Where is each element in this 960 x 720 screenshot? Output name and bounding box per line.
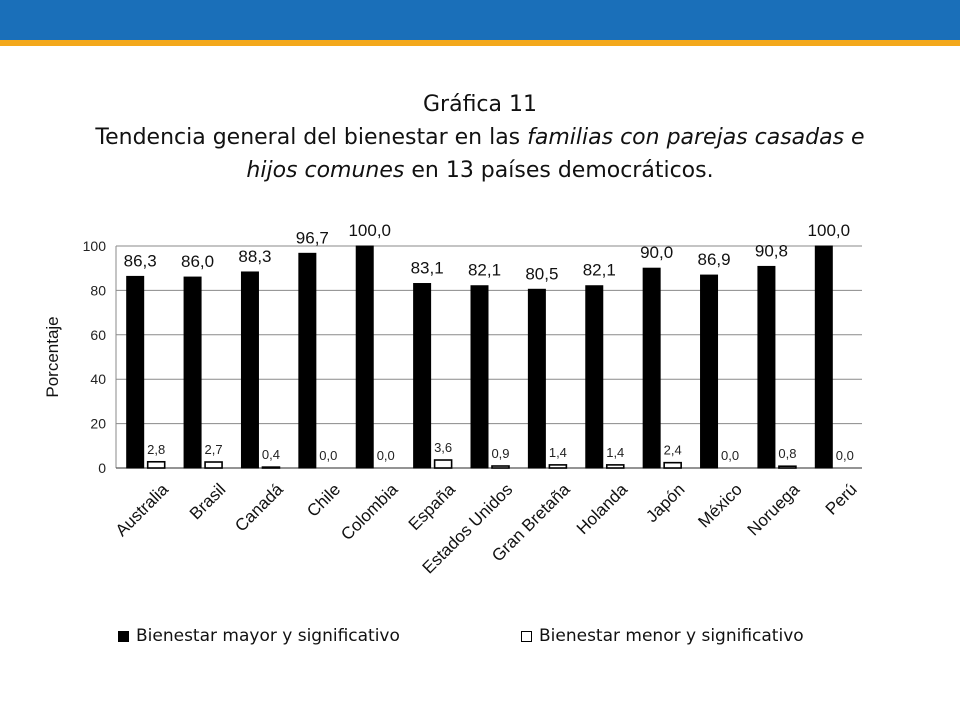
data-label-menor: 2,7 <box>205 442 223 457</box>
y-tick-label: 0 <box>98 460 106 476</box>
legend-label-major: Bienestar mayor y significativo <box>136 626 400 646</box>
bar-menor <box>778 465 797 469</box>
y-tick-label: 80 <box>90 282 106 298</box>
data-label-menor: 0,8 <box>778 446 796 461</box>
data-label-mayor: 90,8 <box>755 241 788 260</box>
x-category-label: Holanda <box>573 479 632 538</box>
data-label-mayor: 80,5 <box>525 264 558 283</box>
bar-mayor <box>470 285 489 469</box>
data-label-mayor: 100,0 <box>348 221 391 240</box>
legend-label-minor: Bienestar menor y significativo <box>539 626 804 646</box>
bar-mayor <box>355 245 374 469</box>
x-category-label: Brasil <box>186 480 229 523</box>
data-label-mayor: 88,3 <box>238 247 271 266</box>
data-label-menor: 0,0 <box>721 448 739 463</box>
data-label-mayor: 100,0 <box>808 221 851 240</box>
bar-mayor <box>757 265 776 469</box>
y-tick-label: 40 <box>90 371 106 387</box>
chart-subtitle-part: familias con parejas casadas e hijos com… <box>246 125 865 183</box>
bar-menor <box>605 464 625 469</box>
x-category-label: Canadá <box>231 480 287 536</box>
bar-mayor <box>527 288 546 469</box>
x-category-label: Perú <box>822 480 861 519</box>
bar-mayor <box>814 245 833 469</box>
y-tick-label: 60 <box>90 327 106 343</box>
bar-menor <box>204 461 223 469</box>
y-axis-title: Porcentaje <box>43 316 62 397</box>
bar-menor <box>491 465 510 469</box>
bar-mayor <box>126 275 145 469</box>
bar-menor <box>548 464 568 469</box>
x-category-label: México <box>694 480 746 532</box>
data-label-menor: 0,0 <box>319 448 337 463</box>
legend-swatch-major <box>118 630 129 642</box>
data-label-menor: 0,0 <box>836 448 854 463</box>
legend-item-minor: Bienestar menor y significativo <box>521 626 804 646</box>
data-label-menor: 1,4 <box>549 445 567 460</box>
header-band <box>0 0 960 40</box>
bar-mayor <box>298 252 317 469</box>
bar-mayor <box>183 276 202 469</box>
x-category-label: Chile <box>303 480 344 521</box>
data-label-menor: 2,8 <box>147 442 165 457</box>
chart-title: Gráfica 11 Tendencia general del bienest… <box>80 88 880 187</box>
data-label-menor: 1,4 <box>606 445 624 460</box>
x-category-label: Australia <box>112 479 173 540</box>
x-category-label: España <box>405 480 460 535</box>
data-label-mayor: 86,3 <box>124 251 157 270</box>
data-label-menor: 2,4 <box>664 443 682 458</box>
data-label-menor: 0,4 <box>262 447 280 462</box>
data-label-mayor: 96,7 <box>296 228 329 247</box>
bar-menor <box>433 459 453 469</box>
x-category-label: Japón <box>642 480 688 526</box>
bar-menor <box>261 466 281 469</box>
x-category-label: Colombia <box>337 479 402 544</box>
data-label-menor: 0,0 <box>377 448 395 463</box>
chart-subtitle: Tendencia general del bienestar en las f… <box>80 121 880 187</box>
data-label-mayor: 86,0 <box>181 252 214 271</box>
bar-mayor <box>642 267 661 469</box>
data-label-mayor: 83,1 <box>411 259 444 278</box>
x-category-label: Noruega <box>744 479 804 539</box>
data-label-mayor: 86,9 <box>697 250 730 269</box>
bar-mayor <box>240 271 259 469</box>
legend-item-major: Bienestar mayor y significativo <box>118 626 400 646</box>
bar-mayor <box>700 274 719 469</box>
y-tick-label: 100 <box>83 238 107 254</box>
bar-menor <box>146 460 166 469</box>
data-label-mayor: 82,1 <box>583 261 616 280</box>
y-tick-label: 20 <box>90 416 106 432</box>
chart-subtitle-part: Tendencia general del bienestar en las <box>95 125 528 150</box>
bar-menor <box>663 461 682 469</box>
data-label-mayor: 82,1 <box>468 261 501 280</box>
bar-mayor <box>413 283 432 469</box>
data-label-menor: 0,9 <box>491 446 509 461</box>
data-label-menor: 3,6 <box>434 440 452 455</box>
bar-mayor <box>585 285 604 469</box>
chart-subtitle-part: en 13 países democráticos. <box>404 158 714 183</box>
data-label-mayor: 90,0 <box>640 243 673 262</box>
header-accent-stripe <box>0 40 960 46</box>
legend-swatch-minor <box>521 630 532 642</box>
chart-title-line1: Gráfica 11 <box>423 92 537 117</box>
